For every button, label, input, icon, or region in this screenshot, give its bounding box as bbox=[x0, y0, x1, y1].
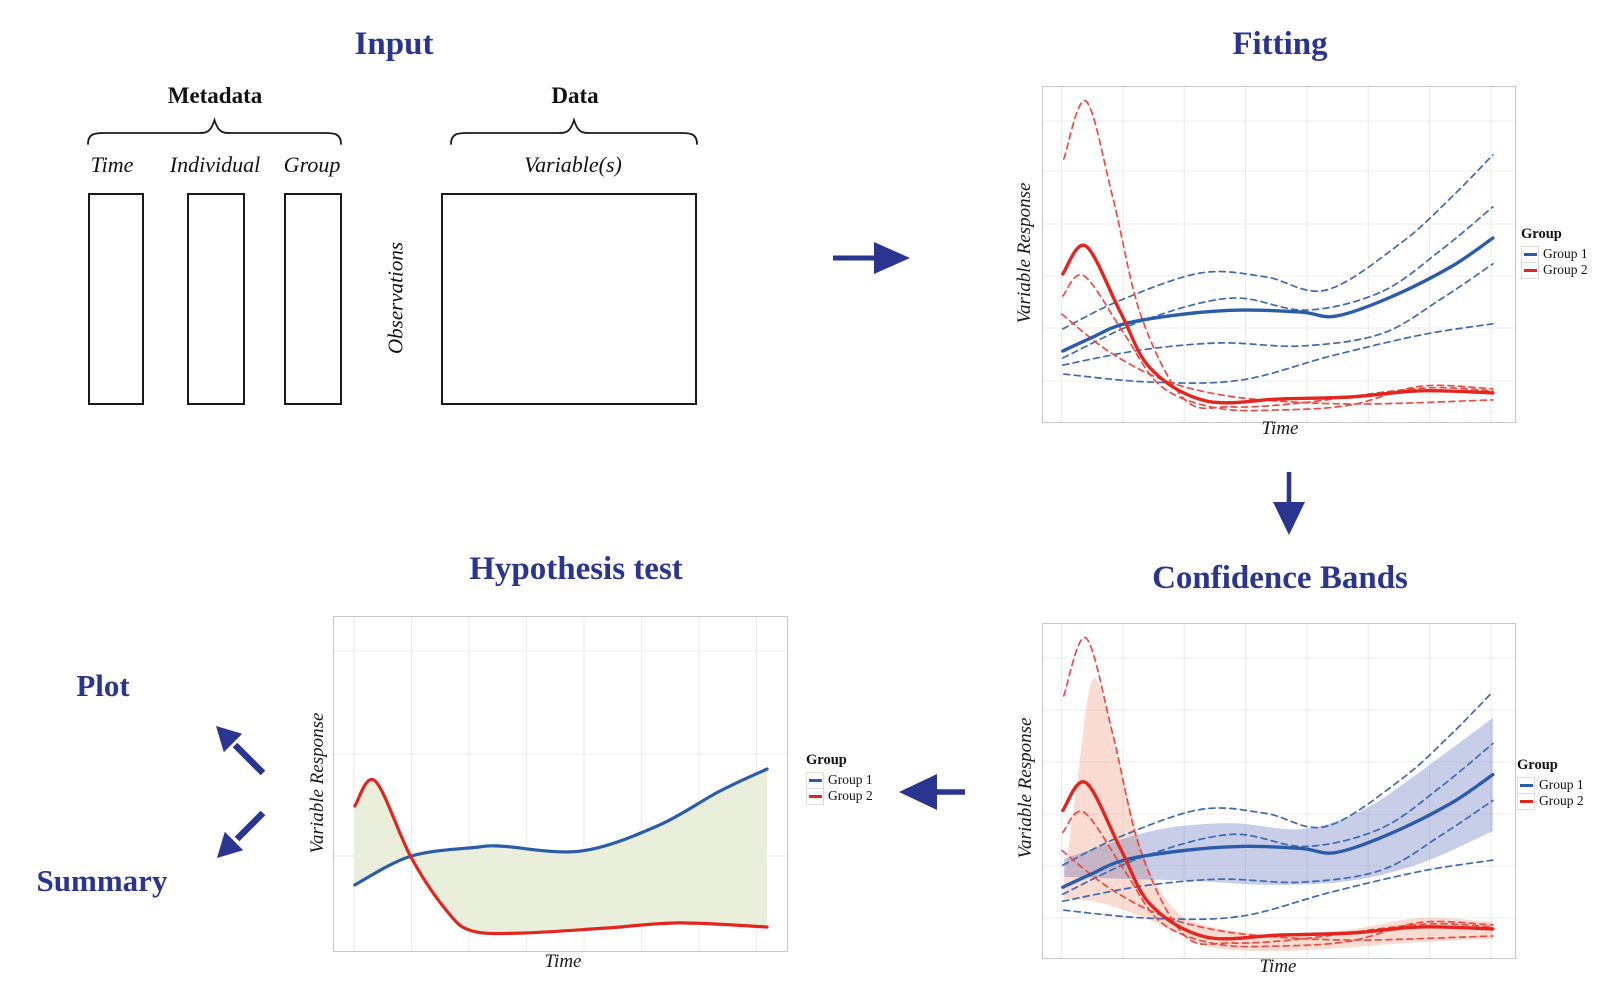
group2-individual-3-curve bbox=[1061, 849, 1494, 941]
metadata-brace bbox=[87, 116, 342, 145]
group1-mean-curve bbox=[353, 767, 769, 887]
legend-item-group1: Group 1 bbox=[1517, 776, 1584, 794]
group2-key-box bbox=[806, 787, 824, 805]
legend-label: Group 2 bbox=[828, 788, 873, 803]
arrow-input-to-fitting bbox=[833, 242, 910, 274]
fitting-chart-panel bbox=[1042, 86, 1516, 423]
group-column-box bbox=[284, 193, 342, 405]
group1-line-swatch bbox=[1523, 252, 1537, 256]
group2-confidence-band bbox=[1063, 678, 1493, 951]
individual-column-label: Individual bbox=[169, 152, 261, 177]
group-column-label: Group bbox=[283, 152, 341, 177]
confidence-chart-panel bbox=[1042, 623, 1516, 959]
legend-item-group2: Group 2 bbox=[1521, 261, 1588, 279]
individual-column-box bbox=[187, 193, 245, 405]
confidence-y-axis-label: Variable Response bbox=[1015, 717, 1036, 859]
confidence-plot bbox=[1043, 624, 1515, 958]
fitting-legend: Group Group 1 Group 2 bbox=[1521, 226, 1588, 279]
legend-item-group1: Group 1 bbox=[1521, 245, 1588, 263]
group1-line-swatch bbox=[1519, 783, 1533, 787]
hypothesis-chart-panel bbox=[333, 616, 788, 952]
legend-item-group2: Group 2 bbox=[806, 787, 873, 805]
group2-key-box bbox=[1521, 261, 1539, 279]
data-brace bbox=[450, 116, 698, 145]
group1-key-box bbox=[1517, 776, 1535, 794]
hypothesis-y-axis-label: Variable Response bbox=[307, 712, 328, 854]
arrow-confidence-to-hypothesis bbox=[899, 774, 965, 810]
metadata-label: Metadata bbox=[167, 83, 263, 108]
group2-line-swatch bbox=[1519, 799, 1533, 803]
group2-line-swatch bbox=[808, 794, 822, 798]
legend-label: Group 2 bbox=[1539, 793, 1584, 808]
group1-key-box bbox=[1521, 245, 1539, 263]
data-label: Data bbox=[551, 83, 599, 108]
group2-individual-3-curve bbox=[1061, 313, 1494, 405]
group1-mean-fit-curve bbox=[1061, 236, 1495, 353]
difference-area bbox=[354, 769, 768, 934]
group1-individual-2-curve bbox=[1061, 206, 1494, 359]
confidence-x-axis-label: Time bbox=[1259, 956, 1297, 977]
group1-line-swatch bbox=[808, 778, 822, 782]
observations-label: Observations bbox=[383, 242, 408, 354]
group2-individual-2-curve bbox=[1061, 810, 1494, 948]
arrow-to-summary bbox=[217, 810, 266, 858]
fitting-y-axis-label: Variable Response bbox=[1014, 182, 1035, 324]
legend-title: Group bbox=[1521, 226, 1562, 242]
time-column-box bbox=[88, 193, 144, 405]
legend-item-group1: Group 1 bbox=[806, 771, 873, 789]
group1-key-box bbox=[806, 771, 824, 789]
group2-key-box bbox=[1517, 792, 1535, 810]
variables-column-label: Variable(s) bbox=[524, 152, 622, 177]
legend-label: Group 1 bbox=[1543, 246, 1588, 261]
hypothesis-legend: Group Group 1 Group 2 bbox=[806, 752, 873, 805]
time-column-label: Time bbox=[90, 152, 134, 177]
group1-individual-4-curve bbox=[1062, 859, 1494, 921]
confidence-section-title: Confidence Bands bbox=[1152, 560, 1408, 596]
hypothesis-plot bbox=[334, 617, 787, 951]
confidence-legend: Group Group 1 Group 2 bbox=[1517, 757, 1584, 810]
group1-individual-3-curve bbox=[1061, 263, 1494, 366]
group2-mean-fit-curve bbox=[1061, 780, 1495, 941]
legend-label: Group 1 bbox=[828, 772, 873, 787]
legend-label: Group 2 bbox=[1543, 262, 1588, 277]
summary-output-label: Summary bbox=[36, 863, 168, 898]
group2-individual-2-curve bbox=[1061, 274, 1494, 412]
arrow-to-plot bbox=[216, 726, 266, 776]
data-matrix-box bbox=[441, 193, 697, 405]
fitting-x-axis-label: Time bbox=[1261, 418, 1299, 439]
legend-title: Group bbox=[1517, 757, 1558, 773]
plot-output-label: Plot bbox=[76, 668, 130, 703]
legend-label: Group 1 bbox=[1539, 777, 1584, 792]
group1-confidence-band bbox=[1063, 717, 1493, 885]
group2-mean-curve bbox=[353, 777, 769, 936]
group1-individual-4-curve bbox=[1062, 322, 1494, 384]
group1-individual-1-curve bbox=[1061, 690, 1494, 866]
group2-individual-1-curve bbox=[1062, 100, 1494, 410]
legend-title: Group bbox=[806, 752, 847, 768]
legend-item-group2: Group 2 bbox=[1517, 792, 1584, 810]
hypothesis-section-title: Hypothesis test bbox=[469, 551, 683, 587]
input-section-title: Input bbox=[354, 26, 434, 62]
group1-mean-fit-curve bbox=[1061, 772, 1495, 889]
hypothesis-x-axis-label: Time bbox=[544, 951, 582, 972]
fitting-plot bbox=[1043, 87, 1515, 422]
group1-individual-1-curve bbox=[1061, 154, 1494, 330]
group2-mean-fit-curve bbox=[1061, 243, 1495, 405]
group1-individual-3-curve bbox=[1061, 799, 1494, 903]
arrow-fitting-to-confidence bbox=[1273, 472, 1305, 535]
group2-line-swatch bbox=[1523, 268, 1537, 272]
fitting-section-title: Fitting bbox=[1232, 26, 1328, 62]
